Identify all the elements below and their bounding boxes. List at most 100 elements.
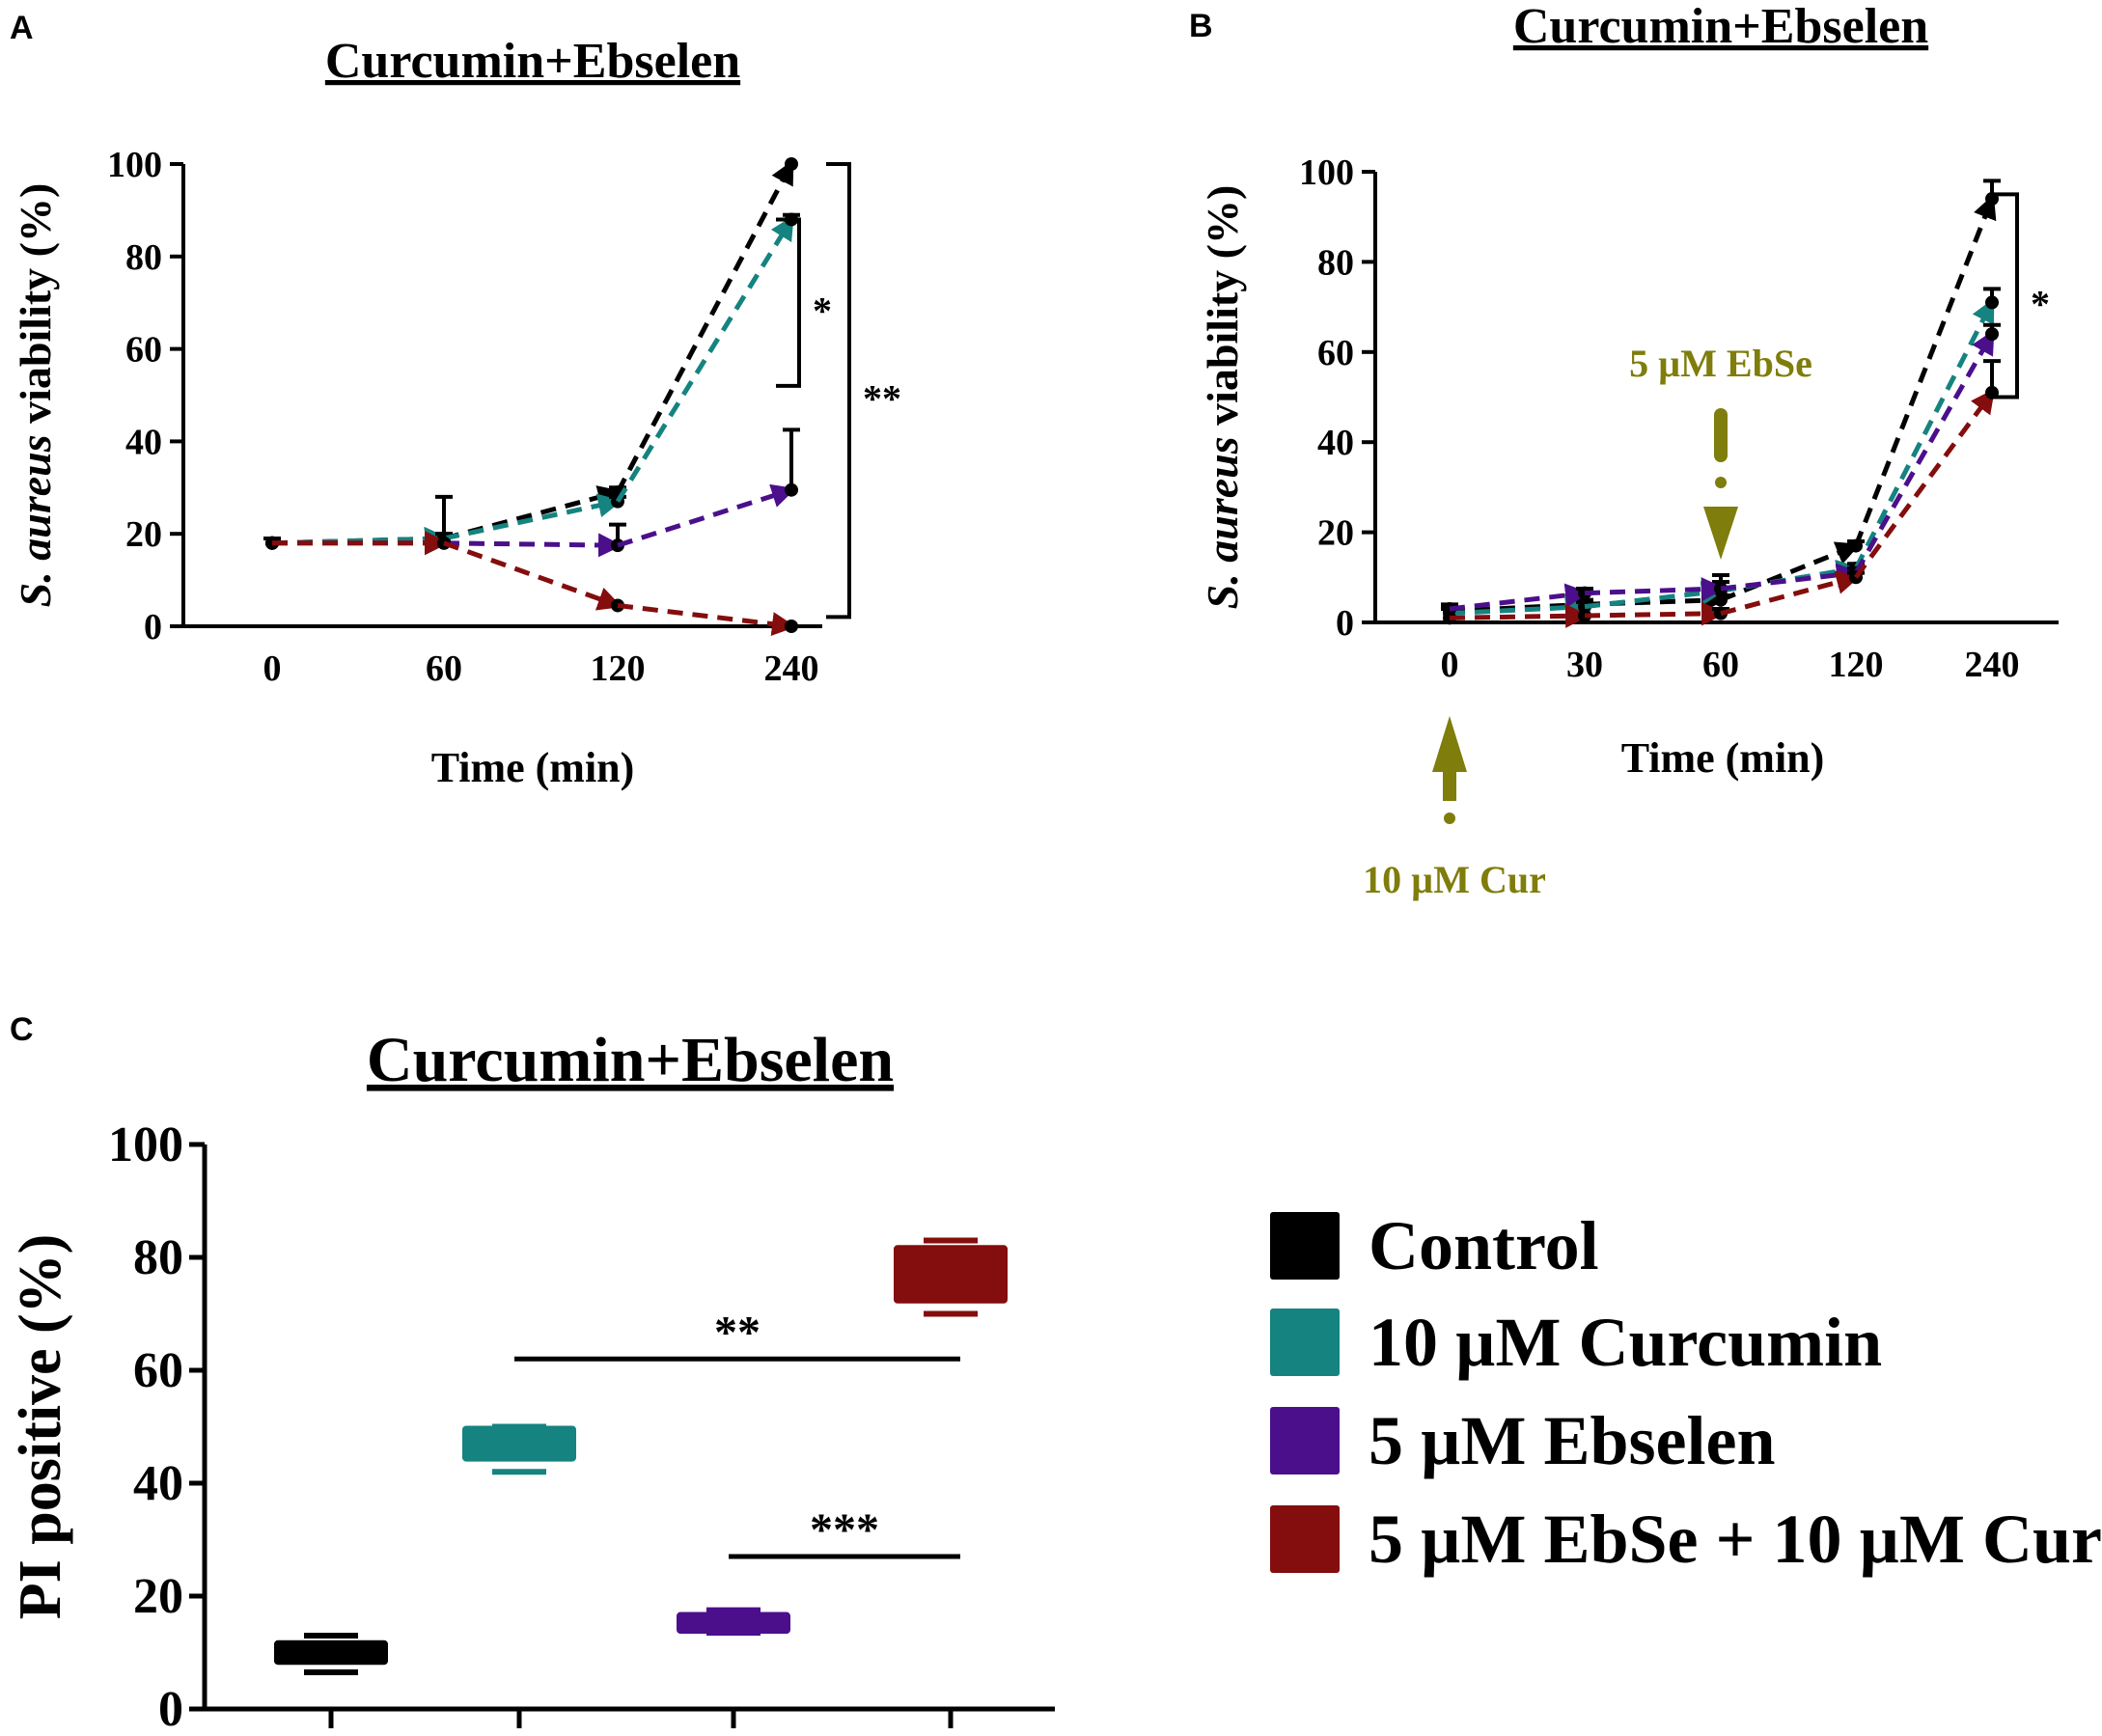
legend-item: 5 µM EbSe + 10 µM Cur [1270, 1501, 2102, 1578]
y-tick-label: 0 [158, 1682, 183, 1736]
y-tick-label: 20 [1317, 513, 1354, 554]
chart-title: Curcumin+Ebselen [325, 34, 740, 89]
y-axis-label: S. aureus viability (%) [11, 183, 60, 608]
chart-title: Curcumin+Ebselen [1513, 0, 1928, 54]
series-segment [1584, 588, 1726, 613]
dosing-label: 5 µM EbSe [1629, 342, 1812, 385]
y-tick-label: 80 [1317, 242, 1354, 283]
box [677, 1612, 790, 1635]
x-tick-label: 0 [263, 648, 282, 689]
series-segment [1853, 297, 1995, 570]
panel-letter-b: B [1189, 8, 1213, 44]
bracket-line [776, 217, 801, 388]
box-group [274, 1632, 388, 1675]
series-segment [1584, 581, 1726, 610]
series-segment [443, 533, 622, 558]
data-point [785, 157, 798, 171]
x-tick-label: 60 [1702, 645, 1739, 685]
significance-label: ** [863, 377, 901, 421]
data-point [785, 620, 798, 633]
series [265, 531, 798, 637]
dosing-annotation: 5 µM EbSe [1629, 342, 1812, 560]
x-tick-label: 30 [1566, 645, 1603, 685]
x-tick-label: 240 [764, 648, 819, 689]
series-segment [443, 540, 622, 611]
legend-item: 10 µM Curcumin [1270, 1304, 1882, 1381]
legend-swatch [1270, 1212, 1340, 1280]
series-segment [1853, 194, 1997, 547]
series-segment [1449, 595, 1590, 620]
legend-label: 5 µM EbSe + 10 µM Cur [1369, 1501, 2102, 1578]
series-segment [1584, 577, 1726, 602]
significance-label: ** [714, 1307, 761, 1358]
y-tick-label: 80 [133, 1230, 183, 1285]
series [263, 212, 800, 552]
dosing-label: 10 µM Cur [1363, 858, 1546, 901]
data-point [1985, 295, 1999, 310]
x-tick-label: 120 [591, 648, 646, 689]
series-segment [1853, 329, 1995, 574]
dosing-arrow-head [1432, 716, 1467, 772]
y-axis-label-rest: viability (%) [11, 183, 60, 435]
series-segment [615, 159, 794, 494]
significance-label: * [813, 289, 832, 333]
y-tick-label: 20 [133, 1569, 183, 1624]
panel-letter-c: C [10, 1011, 34, 1048]
dosing-annotation: 10 µM Cur [1363, 716, 1546, 901]
y-tick-label: 60 [1317, 333, 1354, 373]
significance-bracket: * [1994, 192, 2050, 400]
y-tick-label: 60 [125, 330, 162, 371]
series-segment [1720, 559, 1861, 593]
dosing-arrow-dot [1715, 477, 1727, 488]
chart-title: Curcumin+Ebselen [367, 1025, 894, 1095]
y-tick-label: 100 [107, 145, 162, 185]
significance-line: *** [729, 1504, 960, 1559]
x-tick-label: 240 [1965, 645, 2020, 685]
series [263, 427, 800, 558]
series-segment [1720, 541, 1861, 602]
y-tick-label: 40 [133, 1456, 183, 1511]
x-axis-label: Time (min) [431, 744, 635, 791]
y-axis-label-rest: viability (%) [1198, 185, 1247, 437]
series-segment [1584, 601, 1726, 626]
y-tick-label: 100 [108, 1117, 183, 1172]
legend-item: 5 µM Ebselen [1270, 1402, 1776, 1479]
y-axis-label-species: S. aureus [1198, 436, 1247, 609]
series [263, 157, 798, 552]
box [894, 1245, 1008, 1304]
data-point [1985, 327, 1999, 342]
series-segment [1853, 388, 1995, 579]
series-segment [1720, 570, 1861, 617]
y-axis-label: S. aureus viability (%) [1198, 185, 1247, 610]
dosing-arrow-dot [1444, 813, 1455, 824]
significance-line: ** [514, 1307, 960, 1362]
bracket-line [826, 162, 851, 620]
legend-swatch [1270, 1407, 1340, 1474]
box-group [894, 1237, 1008, 1317]
y-tick-label: 100 [1299, 152, 1354, 193]
legend-item: Control [1270, 1207, 1599, 1284]
series-segment [1449, 583, 1590, 612]
legend-swatch [1270, 1309, 1340, 1376]
panel-letter-a: A [10, 10, 34, 46]
y-tick-label: 40 [1317, 423, 1354, 463]
y-tick-label: 20 [125, 514, 162, 555]
series-segment [1720, 563, 1861, 592]
y-tick-label: 40 [125, 422, 162, 462]
significance-label: * [2031, 282, 2050, 325]
y-tick-label: 60 [133, 1343, 183, 1398]
y-tick-label: 80 [125, 237, 162, 278]
x-tick-label: 120 [1829, 645, 1884, 685]
significance-bracket: ** [826, 162, 901, 620]
legend-label: Control [1369, 1207, 1599, 1284]
data-point [785, 482, 798, 497]
x-tick-label: 60 [426, 648, 462, 689]
series-segment [617, 602, 796, 637]
box-group [677, 1607, 790, 1637]
legend-label: 5 µM Ebselen [1369, 1402, 1776, 1479]
legend: Control 10 µM Curcumin 5 µM Ebselen 5 µM Eb… [1270, 1207, 2102, 1578]
legend-swatch [1270, 1505, 1340, 1573]
legend-label: 10 µM Curcumin [1369, 1304, 1882, 1381]
series [1441, 322, 2001, 616]
